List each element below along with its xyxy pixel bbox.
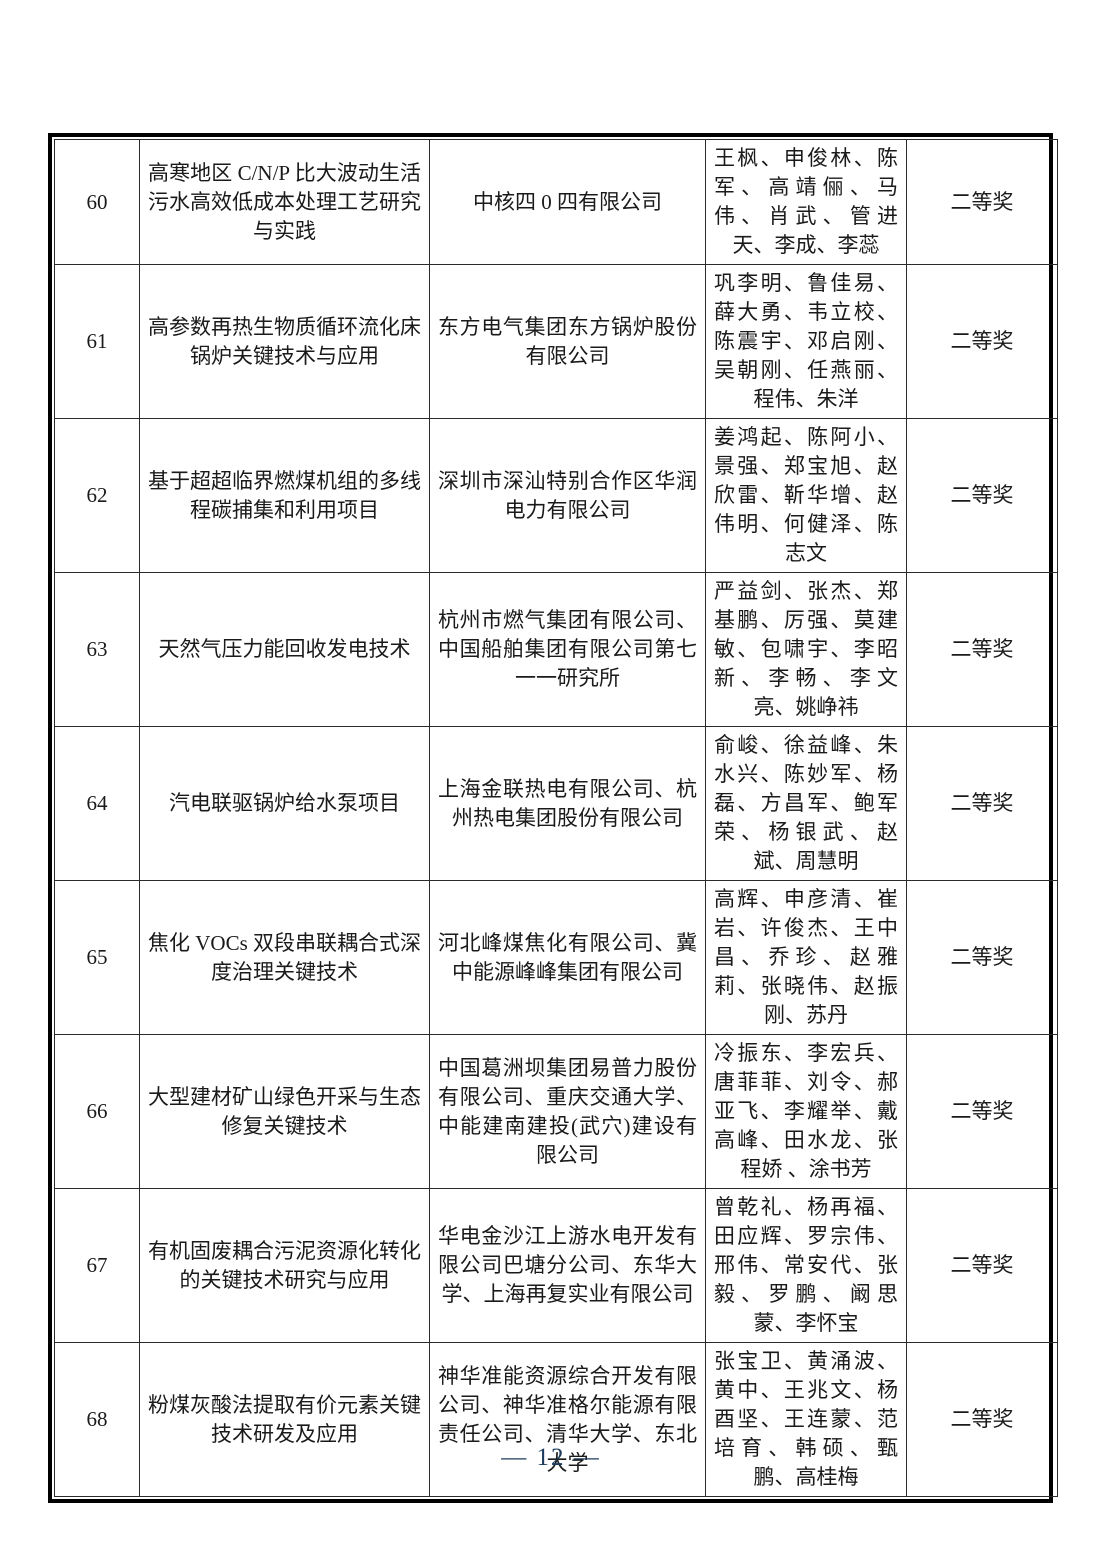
project-title-cell: 高寒地区 C/N/P 比大波动生活污水高效低成本处理工艺研究与实践: [139, 139, 430, 265]
award-level-cell: 二等奖: [906, 1342, 1058, 1497]
winners-cell: 严益剑、张杰、郑基鹏、厉强、莫建敏、包啸宇、李昭新、李畅、李文亮、姚峥祎: [705, 572, 907, 727]
page-number: — 12 —: [501, 1444, 601, 1471]
project-title-cell: 焦化 VOCs 双段串联耦合式深度治理关键技术: [139, 880, 430, 1035]
row-number-cell: 65: [54, 880, 140, 1035]
table-row: 61 高参数再热生物质循环流化床锅炉关键技术与应用 东方电气集团东方锅炉股份有限…: [54, 264, 1058, 419]
winners-cell: 高辉、申彦清、崔岩、许俊杰、王中昌、乔珍、赵雅莉、张晓伟、赵振刚、苏丹: [705, 880, 907, 1035]
table-row: 66 大型建材矿山绿色开采与生态修复关键技术 中国葛洲坝集团易普力股份有限公司、…: [54, 1034, 1058, 1189]
award-level-cell: 二等奖: [906, 264, 1058, 419]
organization-cell: 东方电气集团东方锅炉股份有限公司: [429, 264, 706, 419]
table-row: 64 汽电联驱锅炉给水泵项目 上海金联热电有限公司、杭州热电集团股份有限公司 俞…: [54, 726, 1058, 881]
organization-cell: 华电金沙江上游水电开发有限公司巴塘分公司、东华大学、上海再复实业有限公司: [429, 1188, 706, 1343]
organization-cell: 中国葛洲坝集团易普力股份有限公司、重庆交通大学、中能建南建投(武穴)建设有限公司: [429, 1034, 706, 1189]
row-number-cell: 62: [54, 418, 140, 573]
project-title-cell: 粉煤灰酸法提取有价元素关键技术研发及应用: [139, 1342, 430, 1497]
winners-cell: 张宝卫、黄涌波、黄中、王兆文、杨酉坚、王连蒙、范培育、韩硕、甄鹏、高桂梅: [705, 1342, 907, 1497]
row-number-cell: 61: [54, 264, 140, 419]
award-level-cell: 二等奖: [906, 139, 1058, 265]
row-number-cell: 68: [54, 1342, 140, 1497]
project-title-cell: 高参数再热生物质循环流化床锅炉关键技术与应用: [139, 264, 430, 419]
project-title-cell: 汽电联驱锅炉给水泵项目: [139, 726, 430, 881]
organization-cell: 深圳市深汕特别合作区华润电力有限公司: [429, 418, 706, 573]
award-level-cell: 二等奖: [906, 572, 1058, 727]
organization-cell: 河北峰煤焦化有限公司、冀中能源峰峰集团有限公司: [429, 880, 706, 1035]
award-level-cell: 二等奖: [906, 726, 1058, 881]
award-level-cell: 二等奖: [906, 1188, 1058, 1343]
winners-cell: 姜鸿起、陈阿小、景强、郑宝旭、赵欣雷、靳华增、赵伟明、何健泽、陈志文: [705, 418, 907, 573]
row-number-cell: 60: [54, 139, 140, 265]
organization-cell: 神华准能资源综合开发有限公司、神华准格尔能源有限责任公司、清华大学、东北大学: [429, 1342, 706, 1497]
organization-cell: 上海金联热电有限公司、杭州热电集团股份有限公司: [429, 726, 706, 881]
table-row: 67 有机固废耦合污泥资源化转化的关键技术研究与应用 华电金沙江上游水电开发有限…: [54, 1188, 1058, 1343]
awards-table: 60 高寒地区 C/N/P 比大波动生活污水高效低成本处理工艺研究与实践 中核四…: [54, 139, 1058, 1497]
row-number-cell: 67: [54, 1188, 140, 1343]
row-number-cell: 66: [54, 1034, 140, 1189]
award-level-cell: 二等奖: [906, 418, 1058, 573]
table-row: 60 高寒地区 C/N/P 比大波动生活污水高效低成本处理工艺研究与实践 中核四…: [54, 139, 1058, 265]
row-number-cell: 64: [54, 726, 140, 881]
award-level-cell: 二等奖: [906, 1034, 1058, 1189]
award-level-cell: 二等奖: [906, 880, 1058, 1035]
project-title-cell: 有机固废耦合污泥资源化转化的关键技术研究与应用: [139, 1188, 430, 1343]
project-title-cell: 天然气压力能回收发电技术: [139, 572, 430, 727]
row-number-cell: 63: [54, 572, 140, 727]
project-title-cell: 基于超超临界燃煤机组的多线程碳捕集和利用项目: [139, 418, 430, 573]
table-row: 68 粉煤灰酸法提取有价元素关键技术研发及应用 神华准能资源综合开发有限公司、神…: [54, 1342, 1058, 1497]
organization-cell: 中核四 0 四有限公司: [429, 139, 706, 265]
table-row: 62 基于超超临界燃煤机组的多线程碳捕集和利用项目 深圳市深汕特别合作区华润电力…: [54, 418, 1058, 573]
winners-cell: 巩李明、鲁佳易、薛大勇、韦立校、陈震宇、邓启刚、吴朝刚、任燕丽、程伟、朱洋: [705, 264, 907, 419]
winners-cell: 王枫、申俊林、陈军、高靖俪、马伟、肖武、管进天、李成、李蕊: [705, 139, 907, 265]
organization-cell: 杭州市燃气集团有限公司、中国船舶集团有限公司第七一一研究所: [429, 572, 706, 727]
winners-cell: 俞峻、徐益峰、朱水兴、陈妙军、杨磊、方昌军、鲍军荣、杨银武、赵斌、周慧明: [705, 726, 907, 881]
table-row: 63 天然气压力能回收发电技术 杭州市燃气集团有限公司、中国船舶集团有限公司第七…: [54, 572, 1058, 727]
table-row: 65 焦化 VOCs 双段串联耦合式深度治理关键技术 河北峰煤焦化有限公司、冀中…: [54, 880, 1058, 1035]
awards-table-frame: 60 高寒地区 C/N/P 比大波动生活污水高效低成本处理工艺研究与实践 中核四…: [48, 133, 1058, 1503]
winners-cell: 曾乾礼、杨再福、田应辉、罗宗伟、邢伟、常安代、张毅、罗鹏、阚思蒙、李怀宝: [705, 1188, 907, 1343]
project-title-cell: 大型建材矿山绿色开采与生态修复关键技术: [139, 1034, 430, 1189]
winners-cell: 冷振东、李宏兵、唐菲菲、刘令、郝亚飞、李耀举、戴高峰、田水龙、张程娇 、涂书芳: [705, 1034, 907, 1189]
